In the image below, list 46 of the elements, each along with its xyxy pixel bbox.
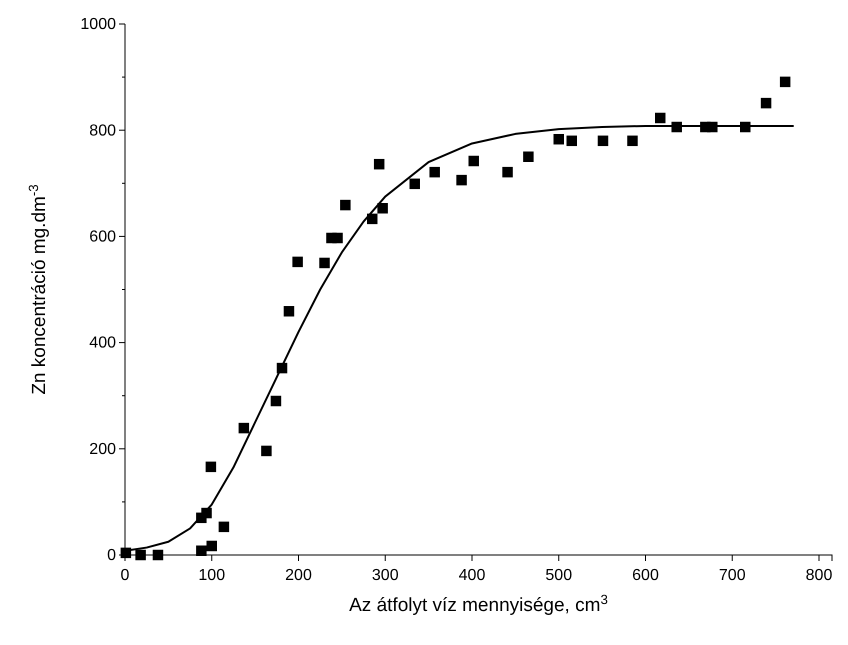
point	[374, 158, 384, 170]
point	[238, 422, 250, 434]
point	[270, 396, 282, 406]
x-tick-label: 600	[632, 567, 659, 584]
point	[566, 136, 577, 146]
x-tick-label: 700	[718, 567, 746, 584]
point	[284, 306, 294, 317]
y-tick-label: 400	[89, 334, 116, 352]
x-tick-label: 800	[806, 567, 832, 584]
point	[319, 258, 330, 268]
point	[456, 174, 467, 186]
point	[468, 156, 479, 166]
point	[366, 214, 378, 224]
point	[627, 136, 638, 146]
x-tick-label: 100	[198, 567, 226, 584]
x-tick-label: 200	[285, 567, 312, 584]
y-tick-label: 800	[89, 122, 116, 140]
point	[206, 462, 216, 472]
point	[340, 200, 351, 210]
point	[292, 256, 303, 268]
point	[206, 540, 217, 552]
point	[409, 178, 420, 190]
x-axis-title: Az átfolyt víz mennyisége, cm$^{3}$	[349, 592, 608, 616]
x-tick-label: 500	[545, 567, 572, 584]
point	[654, 112, 666, 124]
point	[429, 166, 440, 178]
point	[554, 134, 564, 144]
x-tick-label: 0	[120, 567, 130, 584]
point	[152, 550, 164, 560]
x-tick-label: 400	[458, 567, 486, 584]
point	[598, 136, 608, 146]
y-tick-label: 1000	[80, 16, 116, 34]
y-tick-label: 600	[89, 228, 116, 246]
point	[135, 550, 146, 560]
x-tick-label: 300	[372, 567, 399, 584]
point	[377, 203, 388, 214]
point	[261, 446, 272, 456]
point	[760, 98, 772, 108]
y-tick-label: 200	[89, 440, 116, 458]
point	[332, 232, 343, 244]
point	[523, 152, 534, 162]
point	[502, 166, 513, 178]
y-tick-label: 0	[107, 547, 116, 564]
point	[218, 522, 230, 532]
point	[780, 76, 790, 88]
point	[196, 546, 207, 556]
